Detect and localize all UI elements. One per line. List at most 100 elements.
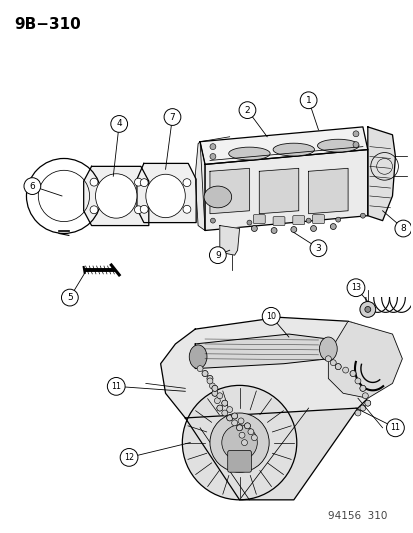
- Circle shape: [335, 364, 340, 369]
- Circle shape: [247, 220, 251, 225]
- Circle shape: [197, 366, 202, 372]
- Circle shape: [352, 131, 358, 137]
- Polygon shape: [83, 166, 148, 225]
- Circle shape: [238, 102, 255, 118]
- Polygon shape: [219, 225, 239, 255]
- Circle shape: [202, 370, 207, 376]
- Circle shape: [276, 219, 281, 224]
- Circle shape: [134, 206, 142, 214]
- Circle shape: [261, 308, 279, 325]
- Circle shape: [111, 116, 127, 132]
- Circle shape: [251, 435, 257, 441]
- FancyBboxPatch shape: [292, 216, 304, 224]
- Circle shape: [299, 92, 316, 109]
- Circle shape: [62, 289, 78, 306]
- Circle shape: [231, 420, 237, 426]
- Circle shape: [209, 413, 268, 472]
- Circle shape: [359, 385, 365, 391]
- Text: 9B−310: 9B−310: [14, 18, 81, 33]
- Circle shape: [349, 370, 355, 376]
- Text: 6: 6: [29, 182, 35, 191]
- Circle shape: [309, 240, 326, 256]
- Circle shape: [216, 405, 222, 411]
- Ellipse shape: [189, 345, 206, 369]
- Circle shape: [120, 449, 138, 466]
- Ellipse shape: [228, 147, 270, 160]
- Circle shape: [24, 177, 40, 195]
- Circle shape: [214, 398, 220, 403]
- Circle shape: [209, 247, 225, 263]
- FancyBboxPatch shape: [312, 215, 324, 223]
- Circle shape: [209, 144, 215, 150]
- Circle shape: [182, 385, 296, 500]
- Circle shape: [211, 385, 217, 391]
- Circle shape: [325, 356, 330, 362]
- Circle shape: [359, 385, 365, 391]
- Text: 8: 8: [399, 224, 405, 233]
- Circle shape: [231, 413, 237, 419]
- Circle shape: [237, 418, 243, 424]
- Circle shape: [271, 228, 276, 233]
- Circle shape: [226, 415, 232, 421]
- Circle shape: [226, 415, 232, 421]
- Circle shape: [134, 178, 142, 186]
- Circle shape: [364, 400, 370, 406]
- Polygon shape: [195, 142, 204, 230]
- Circle shape: [247, 429, 253, 435]
- Circle shape: [209, 154, 215, 159]
- Circle shape: [216, 393, 222, 399]
- Circle shape: [221, 400, 227, 406]
- Circle shape: [244, 423, 250, 429]
- Circle shape: [359, 302, 375, 317]
- Circle shape: [364, 400, 370, 406]
- Text: 9: 9: [214, 251, 220, 260]
- Text: 94156  310: 94156 310: [328, 511, 387, 521]
- FancyBboxPatch shape: [253, 215, 265, 223]
- Text: 13: 13: [350, 283, 360, 292]
- Circle shape: [206, 376, 212, 382]
- Polygon shape: [195, 334, 328, 369]
- Polygon shape: [199, 127, 367, 164]
- Circle shape: [305, 218, 310, 223]
- Circle shape: [202, 370, 207, 376]
- Polygon shape: [160, 317, 396, 442]
- Circle shape: [211, 390, 217, 396]
- Circle shape: [241, 440, 247, 446]
- Circle shape: [211, 390, 217, 396]
- Circle shape: [335, 217, 340, 222]
- Polygon shape: [367, 127, 394, 221]
- Circle shape: [244, 423, 250, 429]
- Circle shape: [209, 383, 215, 389]
- Polygon shape: [185, 408, 357, 500]
- Circle shape: [164, 109, 180, 125]
- Circle shape: [310, 225, 316, 231]
- Circle shape: [359, 405, 365, 411]
- Circle shape: [90, 178, 98, 186]
- Circle shape: [206, 376, 212, 382]
- Circle shape: [364, 306, 370, 312]
- Circle shape: [221, 425, 257, 461]
- Circle shape: [236, 425, 242, 431]
- Ellipse shape: [204, 186, 231, 208]
- Circle shape: [140, 179, 148, 187]
- Ellipse shape: [317, 139, 358, 152]
- Circle shape: [330, 223, 335, 230]
- Text: 3: 3: [315, 244, 320, 253]
- FancyBboxPatch shape: [273, 217, 284, 225]
- Circle shape: [183, 179, 190, 187]
- Circle shape: [210, 218, 215, 223]
- Ellipse shape: [273, 143, 314, 156]
- Circle shape: [290, 227, 296, 232]
- Polygon shape: [308, 168, 347, 214]
- Circle shape: [140, 205, 148, 213]
- Circle shape: [354, 378, 360, 384]
- Circle shape: [236, 425, 242, 431]
- Circle shape: [394, 220, 411, 237]
- Circle shape: [346, 279, 364, 296]
- Circle shape: [206, 378, 212, 384]
- Circle shape: [386, 419, 404, 437]
- Circle shape: [360, 213, 364, 218]
- Circle shape: [226, 407, 232, 413]
- Circle shape: [342, 367, 348, 373]
- Polygon shape: [137, 164, 196, 223]
